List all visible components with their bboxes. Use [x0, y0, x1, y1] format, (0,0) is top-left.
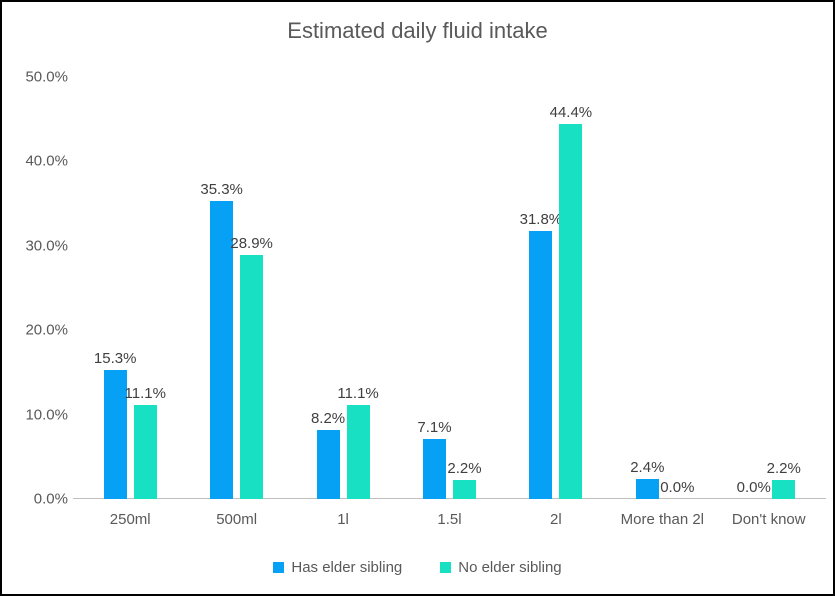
legend-swatch-icon: [273, 562, 285, 573]
category-group-1l: 8.2% 11.1% 1l: [290, 77, 396, 528]
bar-slot: 8.2%: [311, 77, 345, 499]
data-label: 15.3%: [93, 349, 137, 367]
data-label: 31.8%: [519, 210, 563, 228]
legend-item-has-elder-sibling: Has elder sibling: [273, 559, 402, 576]
bar-slot: 31.8%: [520, 77, 562, 499]
x-axis-label: More than 2l: [620, 511, 705, 528]
x-axis-label: 1.5l: [437, 511, 462, 528]
bar-has-elder-sibling: [422, 439, 446, 499]
data-label: 44.4%: [549, 104, 593, 122]
x-axis-label: 250ml: [109, 511, 151, 528]
legend-item-no-elder-sibling: No elder sibling: [440, 559, 562, 576]
y-tick-label: 40.0%: [25, 152, 68, 170]
bar-slot: 15.3%: [94, 77, 136, 499]
data-label: 11.1%: [124, 385, 166, 403]
plot-area: 15.3% 11.1% 250ml 35.3% 28.9% 500ml 8.2% 11.1% 1…: [73, 77, 826, 528]
legend-label: Has elder sibling: [291, 559, 403, 576]
y-tick-label: 50.0%: [25, 68, 68, 86]
legend-label: No elder sibling: [458, 559, 562, 576]
legend-swatch-icon: [440, 562, 452, 573]
data-label: 11.1%: [337, 385, 379, 403]
category-group-more-than-2l: 2.4% 0.0% More than 2l: [609, 77, 715, 528]
data-label: 0.0%: [660, 479, 695, 496]
y-tick-label: 0.0%: [33, 490, 68, 508]
bar-no-elder-sibling: [240, 255, 264, 499]
y-tick-label: 10.0%: [25, 406, 68, 424]
bar-no-elder-sibling: [772, 480, 796, 499]
x-axis-label: 500ml: [216, 511, 258, 528]
y-axis: 0.0% 10.0% 20.0% 30.0% 40.0% 50.0%: [2, 70, 68, 507]
bar-no-elder-sibling: [133, 405, 157, 499]
bar-slot: 0.0%: [737, 77, 771, 499]
bar-slot: 0.0%: [660, 77, 694, 499]
x-axis-label: 2l: [550, 511, 562, 528]
bar-has-elder-sibling: [210, 201, 234, 499]
bar-has-elder-sibling: [316, 429, 340, 499]
bar-no-elder-sibling: [452, 480, 476, 499]
category-group-2l: 31.8% 44.4% 2l: [503, 77, 609, 528]
bar-slot: 11.1%: [124, 77, 166, 499]
data-label: 2.2%: [447, 460, 482, 478]
bar-slot: 2.2%: [447, 77, 482, 499]
bar-slot: 28.9%: [230, 77, 273, 499]
category-group-500ml: 35.3% 28.9% 500ml: [183, 77, 289, 528]
category-group-1-5l: 7.1% 2.2% 1.5l: [396, 77, 502, 528]
data-label: 8.2%: [310, 409, 346, 427]
bars-container: 15.3% 11.1% 250ml 35.3% 28.9% 500ml 8.2% 11.1% 1…: [77, 77, 822, 528]
category-group-don-t-know: 0.0% 2.2% Don't know: [716, 77, 822, 528]
x-axis-line: [73, 498, 826, 499]
y-tick-label: 20.0%: [25, 321, 68, 339]
bar-slot: 7.1%: [417, 77, 452, 499]
bar-has-elder-sibling: [529, 230, 553, 499]
x-axis-label: 1l: [337, 511, 349, 528]
y-tick-label: 30.0%: [25, 237, 68, 255]
chart-title: Estimated daily fluid intake: [287, 18, 548, 43]
data-label: 35.3%: [200, 181, 243, 199]
bar-has-elder-sibling: [635, 478, 659, 499]
bar-has-elder-sibling: [103, 369, 127, 499]
legend: Has elder sibling No elder sibling: [2, 559, 833, 576]
bar-slot: 2.4%: [630, 77, 664, 499]
data-label: 2.4%: [630, 458, 665, 476]
data-label: 28.9%: [230, 235, 273, 253]
data-label: 7.1%: [417, 419, 452, 437]
data-label: 0.0%: [736, 479, 771, 496]
bar-slot: 35.3%: [200, 77, 243, 499]
bar-slot: 11.1%: [337, 77, 379, 499]
data-label: 2.2%: [766, 460, 801, 478]
bar-no-elder-sibling: [346, 405, 370, 499]
category-group-250ml: 15.3% 11.1% 250ml: [77, 77, 183, 528]
x-axis-label: Don't know: [731, 511, 806, 528]
bar-no-elder-sibling: [559, 124, 583, 499]
bar-slot: 44.4%: [550, 77, 592, 499]
bar-slot: 2.2%: [767, 77, 801, 499]
